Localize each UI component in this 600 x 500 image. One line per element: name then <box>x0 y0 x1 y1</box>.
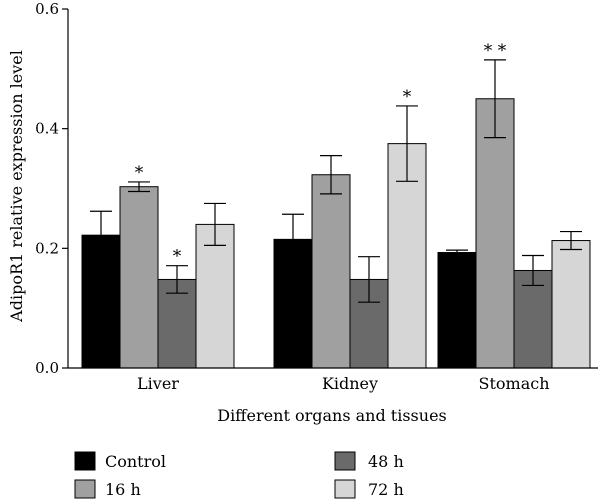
category-label-kidney: Kidney <box>322 374 378 393</box>
legend-swatch-0 <box>74 451 96 471</box>
legend-label-0: Control <box>105 452 166 471</box>
legend-swatch-3 <box>334 479 356 499</box>
y-ticks-layer: 0.0 0.2 0.4 0.6 <box>35 0 68 377</box>
bar-liver-2 <box>157 278 197 369</box>
category-label-stomach: Stomach <box>479 374 550 393</box>
bar-stomach-3 <box>551 240 591 369</box>
legend-swatch-2 <box>334 451 356 471</box>
significance-layer: * * * * * <box>135 41 507 267</box>
y-axis-title: AdipoR1 relative expression level <box>7 50 26 323</box>
bar-liver-1 <box>119 186 159 369</box>
bar-stomach-0 <box>437 252 477 369</box>
bars-layer <box>81 98 591 369</box>
bar-kidney-1 <box>311 174 351 369</box>
significance-marker: * * <box>484 41 507 61</box>
category-label-liver: Liver <box>137 374 179 393</box>
bar-stomach-1 <box>475 98 515 369</box>
significance-marker: * <box>173 247 182 267</box>
y-tick-label: 0.2 <box>35 239 59 257</box>
y-tick-label: 0.6 <box>35 0 59 18</box>
y-tick-label: 0.4 <box>35 120 59 138</box>
legend-label-2: 48 h <box>368 452 404 471</box>
axes-layer <box>67 9 598 369</box>
legend: Control 16 h 48 h 72 h <box>74 451 404 499</box>
y-tick-label: 0.0 <box>35 359 59 377</box>
significance-marker: * <box>403 87 412 107</box>
error-bars-layer <box>90 59 582 303</box>
x-axis-title: Different organs and tissues <box>217 406 447 425</box>
legend-label-3: 72 h <box>368 480 404 499</box>
significance-marker: * <box>135 163 144 183</box>
legend-swatch-1 <box>74 479 96 499</box>
category-labels-layer: Liver Kidney Stomach <box>137 374 549 393</box>
legend-label-1: 16 h <box>105 480 141 499</box>
